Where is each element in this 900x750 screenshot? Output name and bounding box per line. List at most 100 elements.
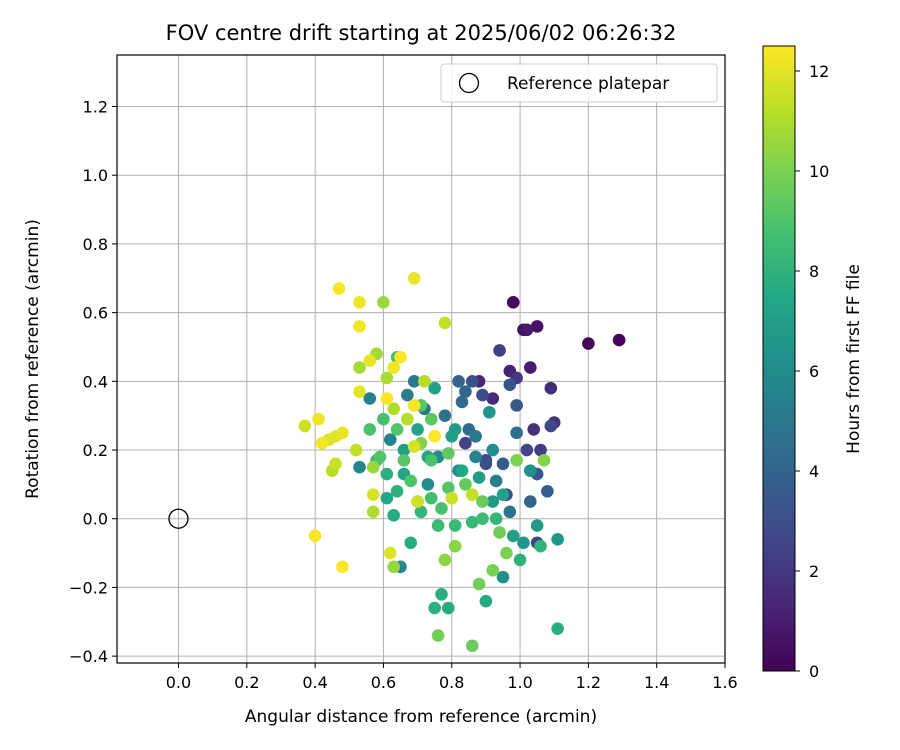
data-point <box>506 529 520 543</box>
data-point <box>336 560 349 574</box>
y-tick-label: 0.4 <box>83 372 108 391</box>
data-point <box>308 529 322 543</box>
data-point <box>431 629 445 642</box>
x-tick-label: 1.0 <box>507 673 532 692</box>
x-tick-label: 0.8 <box>439 673 464 692</box>
data-point <box>442 601 455 615</box>
data-point <box>428 381 441 395</box>
data-point <box>383 433 397 447</box>
data-point <box>503 505 517 519</box>
data-point <box>496 570 510 584</box>
data-point <box>366 460 380 474</box>
colorbar-tick-label: 10 <box>809 162 829 181</box>
data-point <box>353 320 366 333</box>
data-point <box>332 282 346 295</box>
colorbar-tick-label: 12 <box>809 62 829 81</box>
data-point <box>377 412 390 426</box>
x-tick-label: 0.4 <box>302 673 327 692</box>
data-point <box>524 361 537 374</box>
data-point <box>476 388 489 402</box>
data-point <box>394 350 407 364</box>
data-point <box>493 526 506 539</box>
plot-frame <box>116 54 726 664</box>
scatter-points <box>298 271 626 653</box>
data-point <box>500 546 513 560</box>
data-point <box>459 436 472 450</box>
data-point <box>510 399 523 412</box>
data-point <box>366 505 380 519</box>
data-point <box>486 443 500 457</box>
data-point <box>551 622 564 635</box>
data-point <box>387 361 400 374</box>
data-point <box>315 436 329 450</box>
colorbar-tick-label: 8 <box>809 262 819 281</box>
reference-platepar-point <box>168 508 189 529</box>
data-point <box>524 495 537 508</box>
data-point <box>377 296 390 309</box>
data-point <box>486 495 500 508</box>
data-point <box>353 361 366 374</box>
data-point <box>506 296 520 309</box>
data-point <box>537 454 551 467</box>
colorbar-label: Hours from first FF file <box>844 264 864 454</box>
colorbar-ticks: 0 2 4 6 8 10 12 <box>795 62 829 681</box>
data-point <box>438 553 452 567</box>
y-axis-ticks: −0.4 −0.2 0.0 0.2 0.4 0.6 0.8 1.0 1.2 <box>69 98 117 666</box>
data-point <box>510 426 523 440</box>
data-point <box>336 426 349 440</box>
data-point <box>544 419 558 433</box>
y-tick-label: −0.2 <box>69 578 108 597</box>
data-point <box>493 344 506 357</box>
data-point <box>503 378 517 392</box>
data-point <box>489 512 503 526</box>
data-point <box>363 392 377 405</box>
data-point <box>544 381 558 395</box>
data-point <box>489 474 503 488</box>
y-tick-label: 1.2 <box>83 98 108 117</box>
data-point <box>298 419 312 433</box>
data-point <box>517 536 530 550</box>
data-point <box>483 405 496 419</box>
legend: Reference platepar <box>440 63 718 103</box>
colorbar <box>762 45 796 672</box>
data-point <box>407 440 421 453</box>
data-point <box>414 505 428 519</box>
data-point <box>438 409 452 422</box>
data-point <box>421 478 435 491</box>
colorbar-tick-label: 2 <box>809 562 819 581</box>
colorbar-tick-label: 4 <box>809 462 819 481</box>
data-point <box>465 488 479 501</box>
x-tick-label: 0.0 <box>166 673 191 692</box>
data-point <box>448 519 462 532</box>
x-tick-label: 0.2 <box>234 673 259 692</box>
data-point <box>524 464 537 477</box>
data-point <box>445 491 459 505</box>
y-axis-label: Rotation from reference (arcmin) <box>23 219 43 499</box>
data-point <box>476 512 489 526</box>
data-point <box>404 536 418 550</box>
data-point <box>534 443 547 457</box>
data-point <box>510 454 523 467</box>
x-tick-label: 1.2 <box>576 673 601 692</box>
data-point <box>452 375 465 388</box>
legend-entry-reference-platepar: Reference platepar <box>507 74 669 94</box>
data-point <box>551 533 564 546</box>
y-tick-label: 0.8 <box>83 235 108 254</box>
data-point <box>401 388 414 402</box>
data-point <box>448 539 462 553</box>
data-point <box>431 519 445 532</box>
colorbar-tick-label: 0 <box>809 662 819 681</box>
data-point <box>520 323 534 337</box>
data-point <box>329 457 342 471</box>
reference-marker <box>168 508 189 529</box>
data-point <box>520 443 534 457</box>
data-point <box>455 395 469 409</box>
data-point <box>380 491 394 505</box>
y-tick-label: 0.6 <box>83 304 108 323</box>
data-point <box>472 471 486 484</box>
data-point <box>387 560 400 574</box>
data-point <box>353 460 366 474</box>
data-point <box>442 447 455 460</box>
data-point <box>380 392 394 405</box>
